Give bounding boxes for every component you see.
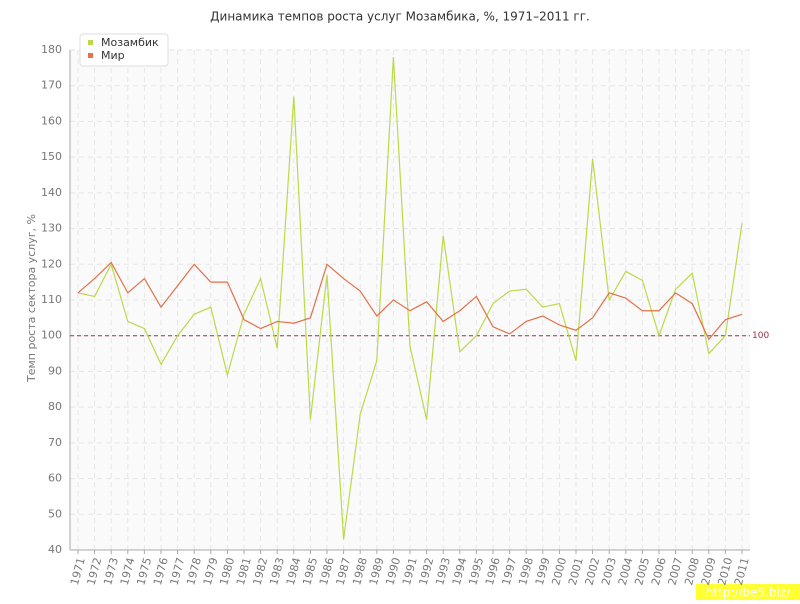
y-tick-label: 90 bbox=[48, 364, 62, 377]
legend-swatch bbox=[88, 53, 93, 58]
y-tick-label: 40 bbox=[48, 543, 62, 556]
y-tick-label: 80 bbox=[48, 400, 62, 413]
watermark-bg bbox=[696, 584, 800, 600]
legend-swatch bbox=[88, 40, 93, 45]
y-tick-label: 130 bbox=[41, 222, 62, 235]
y-tick-label: 100 bbox=[41, 329, 62, 342]
watermark: http://be5.biz/ bbox=[706, 586, 791, 600]
legend-label: Мир bbox=[101, 49, 125, 62]
x-tick-label: 2011 bbox=[732, 556, 752, 586]
chart-title: Динамика темпов роста услуг Мозамбика, %… bbox=[210, 10, 590, 24]
y-tick-label: 110 bbox=[41, 293, 62, 306]
y-axis-label: Темп роста сектора услуг, % bbox=[25, 214, 38, 383]
y-tick-label: 60 bbox=[48, 472, 62, 485]
legend-label: Мозамбик bbox=[101, 36, 159, 49]
y-tick-label: 150 bbox=[41, 150, 62, 163]
series-line bbox=[77, 261, 743, 341]
y-tick-label: 50 bbox=[48, 507, 62, 520]
y-tick-label: 170 bbox=[41, 79, 62, 92]
y-tick-label: 160 bbox=[41, 114, 62, 127]
series-line bbox=[77, 57, 743, 540]
y-tick-label: 120 bbox=[41, 257, 62, 270]
y-tick-label: 180 bbox=[41, 43, 62, 56]
y-tick-label: 140 bbox=[41, 186, 62, 199]
reference-label: 100 bbox=[752, 331, 769, 341]
legend-box bbox=[79, 33, 169, 67]
y-tick-label: 70 bbox=[48, 436, 62, 449]
